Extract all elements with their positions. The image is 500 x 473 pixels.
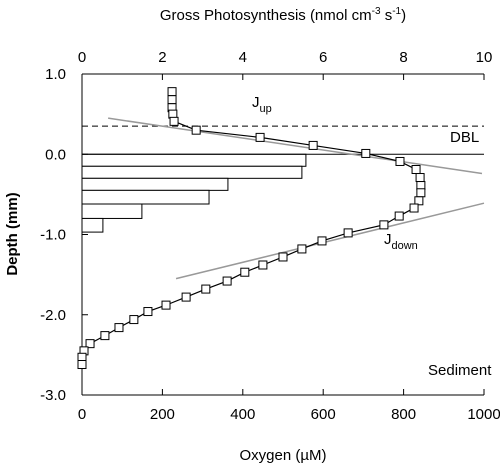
- bar: [81, 217, 104, 233]
- marker: [201, 284, 211, 294]
- annotation: Jup: [252, 94, 272, 115]
- marker: [114, 323, 124, 333]
- y-tick-label: -2.0: [40, 307, 66, 324]
- marker: [395, 156, 405, 166]
- marker: [361, 148, 371, 158]
- y-tick-label: -3.0: [40, 387, 66, 404]
- marker: [191, 125, 201, 135]
- bar: [81, 153, 307, 167]
- marker: [297, 244, 307, 254]
- annotation: Sediment: [428, 362, 492, 379]
- bar: [81, 203, 143, 219]
- x-tick-label: 800: [391, 406, 416, 423]
- marker: [379, 220, 389, 230]
- x2-tick-label: 4: [239, 49, 247, 66]
- marker: [222, 276, 232, 286]
- marker: [161, 300, 171, 310]
- fit-line: [108, 117, 483, 175]
- marker: [77, 360, 87, 370]
- x2-tick-label: 10: [476, 49, 493, 66]
- x-tick-label: 200: [150, 406, 175, 423]
- x2-tick-label: 2: [158, 49, 166, 66]
- label-part: -1: [392, 6, 401, 17]
- annotation: DBL: [450, 129, 479, 146]
- marker: [85, 339, 95, 349]
- marker: [255, 132, 265, 142]
- label-part: ): [401, 7, 406, 24]
- marker: [167, 95, 177, 105]
- marker: [308, 140, 318, 150]
- marker: [258, 260, 268, 270]
- label-part: s: [381, 7, 393, 24]
- marker: [278, 252, 288, 262]
- marker: [143, 307, 153, 317]
- marker: [414, 196, 424, 206]
- y-tick-label: 0.0: [45, 146, 66, 163]
- annotation-sub: down: [392, 240, 418, 252]
- x-tick-label: 600: [311, 406, 336, 423]
- annotation-text: J: [252, 94, 260, 111]
- y-axis-label: Depth (mm): [4, 192, 21, 275]
- marker: [343, 228, 353, 238]
- fit-line: [175, 202, 485, 280]
- y-tick-label: 1.0: [45, 66, 66, 83]
- annotation: Jdown: [384, 231, 418, 252]
- marker: [394, 211, 404, 221]
- bar: [81, 189, 210, 205]
- marker: [415, 173, 425, 183]
- x2-tick-label: 8: [399, 49, 407, 66]
- marker: [411, 164, 421, 174]
- x-tick-label: 400: [230, 406, 255, 423]
- bar: [81, 165, 303, 179]
- y-tick-label: -1.0: [40, 227, 66, 244]
- marker: [129, 315, 139, 325]
- x-tick-label: 0: [78, 406, 86, 423]
- x2-tick-label: 0: [78, 49, 86, 66]
- marker: [416, 188, 426, 198]
- annotation-text: J: [384, 231, 392, 248]
- marker: [167, 87, 177, 97]
- label-part: -3: [372, 6, 381, 17]
- x2-tick-label: 6: [319, 49, 327, 66]
- annotation-sub: up: [260, 103, 272, 115]
- label-part: Gross Photosynthesis (nmol cm: [160, 7, 372, 24]
- top-axis-label: Gross Photosynthesis (nmol cm-3 s-1): [160, 6, 406, 24]
- marker: [100, 331, 110, 341]
- marker: [409, 203, 419, 213]
- x-axis-label: Oxygen (µM): [240, 447, 327, 464]
- bar: [81, 177, 229, 191]
- marker: [181, 292, 191, 302]
- marker: [317, 236, 327, 246]
- marker: [169, 116, 179, 126]
- x-tick-label: 1000: [467, 406, 500, 423]
- marker: [240, 267, 250, 277]
